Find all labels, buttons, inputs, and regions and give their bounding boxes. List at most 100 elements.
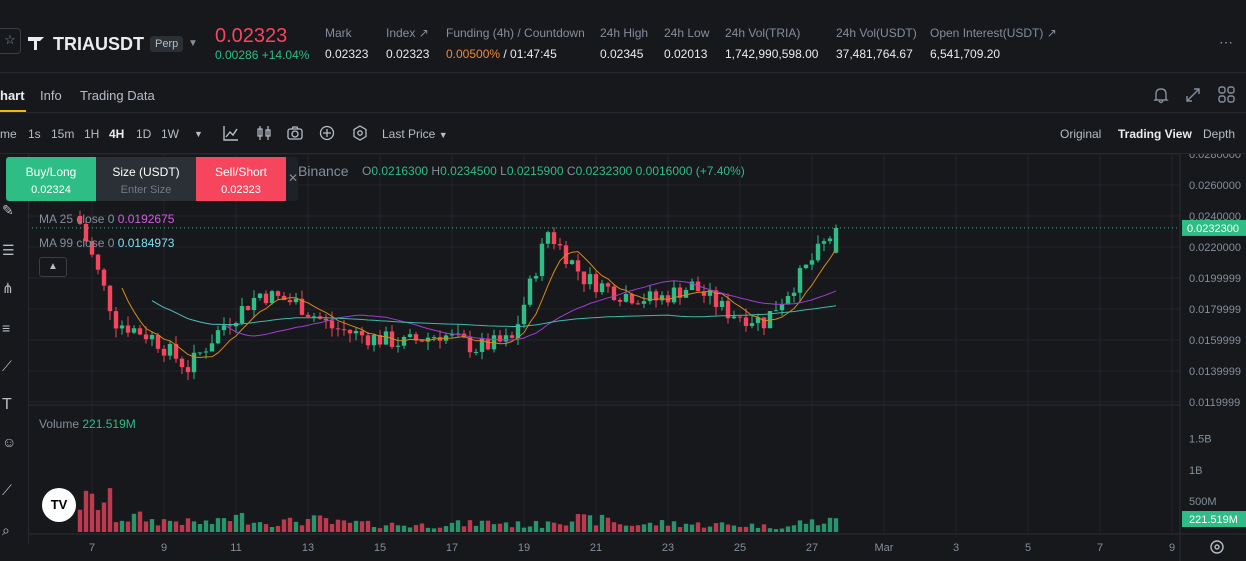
node-tool-icon[interactable]: ⋔: [2, 280, 14, 296]
volume-bar: [515, 521, 521, 532]
size-input[interactable]: Enter Size: [120, 184, 172, 196]
more-icon[interactable]: ⋯: [1219, 34, 1234, 50]
buy-long-button[interactable]: Buy/Long 0.02324: [6, 157, 96, 201]
ruler-icon[interactable]: ⟋: [2, 482, 12, 498]
candle-body: [665, 295, 671, 303]
tab-trading-data[interactable]: Trading Data: [80, 88, 155, 103]
symbol-name[interactable]: TRIAUSDT: [53, 34, 144, 54]
buy-label[interactable]: Buy/Long: [25, 165, 77, 179]
candle-body: [713, 290, 719, 308]
stat-label: 24h Vol(USDT): [836, 26, 917, 40]
price-chart[interactable]: 0.02800000.02600000.02400000.02200000.01…: [28, 154, 1246, 561]
price-tick-label: 0.0159999: [1189, 335, 1241, 347]
volume-bar: [779, 528, 785, 532]
volume-legend: Volume 221.519M: [39, 417, 136, 431]
price-type-label[interactable]: Last Price: [382, 127, 436, 141]
volume-value: 221.519M: [82, 417, 136, 431]
view-original[interactable]: Original: [1060, 127, 1102, 141]
emoji-icon[interactable]: ☺: [2, 434, 17, 450]
interval-dropdown-icon[interactable]: ▼: [194, 129, 203, 139]
price-type-select[interactable]: Last Price ▼: [382, 127, 448, 141]
camera-icon[interactable]: [287, 125, 303, 141]
volume-bar: [179, 524, 185, 532]
candle-body: [791, 292, 797, 297]
price-tick-label: 0.0199999: [1189, 273, 1241, 285]
candle-body: [221, 325, 227, 331]
expand-icon[interactable]: [1185, 86, 1201, 104]
volume-bar: [155, 525, 161, 532]
stat-label[interactable]: Open Interest(USDT) ↗: [930, 26, 1057, 40]
fib-tool-icon[interactable]: ≡: [2, 320, 11, 336]
candle-body: [113, 311, 119, 329]
candle-body: [641, 301, 647, 304]
sell-short-button[interactable]: Sell/Short 0.02323: [196, 157, 286, 201]
volume-bar: [395, 525, 401, 532]
volume-bar: [815, 525, 821, 532]
ma25-line: [151, 280, 837, 341]
collapse-legend-button[interactable]: ▲: [39, 257, 67, 277]
interval-1s[interactable]: 1s: [28, 127, 41, 141]
volume-bar: [167, 520, 173, 532]
candle-body: [545, 232, 551, 244]
tradingview-logo[interactable]: TV: [42, 488, 76, 522]
star-icon[interactable]: ☆: [0, 28, 21, 54]
interval-1w[interactable]: 1W: [161, 127, 179, 141]
bell-icon[interactable]: [1153, 86, 1169, 104]
stat-24h-vol-usdt: 24h Vol(USDT) 37,481,764.67: [836, 26, 917, 61]
stat-label: Funding (4h) / Countdown: [446, 26, 585, 40]
candle-body: [395, 345, 401, 347]
time-tick-label: 7: [89, 542, 95, 554]
interval-1d[interactable]: 1D: [136, 127, 152, 141]
candle-body: [77, 216, 83, 224]
candle-body: [653, 291, 659, 301]
stat-mark: Mark 0.02323: [325, 26, 368, 61]
candle-body: [419, 340, 425, 342]
text-tool-icon[interactable]: T: [2, 396, 12, 413]
sell-label[interactable]: Sell/Short: [214, 165, 268, 179]
candle-type-icon[interactable]: [256, 125, 272, 141]
interval-1h[interactable]: 1H: [84, 127, 100, 141]
price-tick-label: 0.0220000: [1189, 242, 1241, 254]
stat-open-interest[interactable]: Open Interest(USDT) ↗ 6,541,709.20: [930, 26, 1057, 61]
volume-bar: [491, 524, 497, 532]
horizontal-lines-icon[interactable]: ☰: [2, 242, 15, 258]
stat-label[interactable]: Index ↗: [386, 26, 429, 40]
candle-body: [329, 320, 335, 329]
settings-icon[interactable]: [352, 125, 368, 141]
buy-price[interactable]: 0.02324: [31, 184, 71, 196]
volume-bar: [653, 525, 659, 532]
interval-15m[interactable]: 15m: [51, 127, 75, 141]
view-trading-view[interactable]: Trading View: [1118, 127, 1192, 141]
candle-body: [449, 334, 455, 336]
current-volume-label: 221.519M: [1189, 514, 1238, 526]
interval-time[interactable]: me: [0, 127, 17, 141]
candle-body: [755, 317, 761, 324]
size-field[interactable]: Size (USDT) Enter Size: [96, 157, 196, 201]
candle-body: [95, 254, 101, 270]
layout-grid-icon[interactable]: [1218, 86, 1236, 104]
volume-tick-label: 1.5B: [1189, 434, 1212, 446]
candle-body: [647, 291, 653, 302]
candle-body: [161, 348, 167, 356]
symbol-dropdown-icon[interactable]: ▼: [188, 38, 198, 49]
close-icon[interactable]: ✕: [288, 171, 299, 185]
tab-info[interactable]: Info: [40, 88, 62, 103]
time-tick-label: 19: [518, 542, 530, 554]
interval-4h[interactable]: 4H: [109, 127, 125, 141]
add-indicator-icon[interactable]: [319, 125, 335, 141]
volume-bar: [317, 515, 323, 532]
pencil-icon[interactable]: ✎: [2, 202, 14, 218]
volume-bar: [389, 522, 395, 532]
sell-price[interactable]: 0.02323: [221, 184, 261, 196]
candle-body: [731, 316, 737, 319]
volume-bar: [335, 519, 341, 532]
brush-icon[interactable]: ⟋: [2, 358, 12, 374]
volume-bar: [329, 524, 335, 532]
stat-index[interactable]: Index ↗ 0.02323: [386, 26, 429, 61]
view-depth[interactable]: Depth: [1203, 127, 1236, 141]
zoom-icon[interactable]: ⌕: [2, 522, 10, 538]
candle-body: [539, 243, 545, 277]
volume-bar: [305, 518, 311, 532]
tab-chart[interactable]: hart: [0, 88, 25, 103]
indicator-chart-icon[interactable]: [223, 125, 239, 141]
